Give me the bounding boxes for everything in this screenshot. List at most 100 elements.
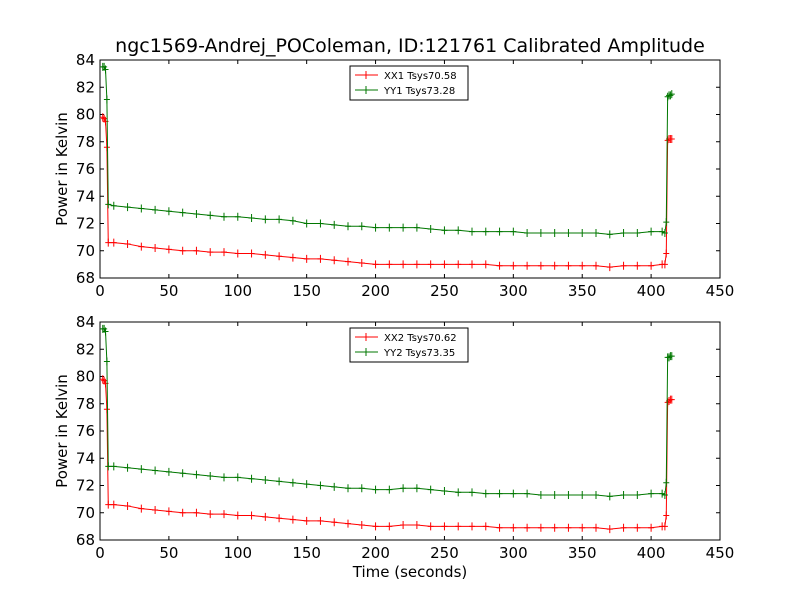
data-point [648, 261, 655, 270]
data-point [510, 261, 517, 270]
data-point [103, 405, 110, 414]
data-point [193, 209, 200, 218]
panels: 0 50 100 150 200 250 300 350 400 450 68 70 72 74 76 78 8… [53, 51, 734, 581]
data-point [345, 257, 351, 266]
x-tick-label: 150 [292, 544, 321, 562]
data-point [345, 222, 351, 231]
data-point [496, 227, 503, 236]
data-point [524, 489, 531, 498]
data-point [606, 492, 613, 501]
data-point [358, 521, 365, 530]
data-point [659, 227, 666, 236]
data-point [345, 519, 351, 528]
data-point [276, 514, 283, 523]
data-point [565, 229, 572, 238]
data-point [289, 216, 296, 225]
data-point [248, 249, 255, 258]
data-point [386, 522, 393, 531]
data-point [179, 469, 186, 478]
data-point [579, 261, 586, 270]
data-point [358, 259, 365, 268]
data-point [634, 491, 641, 500]
data-point [634, 523, 641, 532]
data-point [289, 253, 296, 262]
data-point [441, 260, 448, 269]
data-point [469, 522, 475, 531]
data-point [124, 203, 131, 212]
data-point [105, 200, 112, 209]
data-point [441, 226, 448, 235]
data-point [165, 207, 172, 216]
data-point [262, 250, 269, 259]
data-point [152, 205, 159, 214]
data-point [276, 252, 283, 261]
data-point [138, 204, 145, 213]
data-point [400, 223, 407, 232]
data-point [317, 481, 324, 490]
data-point [165, 467, 172, 476]
data-point [221, 248, 227, 257]
data-point [100, 375, 106, 384]
data-point [620, 523, 627, 532]
data-point [221, 510, 227, 519]
data-point [110, 201, 117, 210]
data-point [427, 260, 434, 269]
legend-box [349, 327, 469, 363]
data-point [565, 261, 572, 270]
data-point [303, 516, 310, 525]
data-point [413, 223, 420, 232]
legend-label: YY2 Tsys73.35 [383, 348, 455, 359]
data-point [648, 523, 655, 532]
data-point [606, 263, 613, 272]
data-point [537, 491, 544, 500]
y-tick-label: 84 [76, 313, 95, 331]
data-point [551, 523, 558, 532]
data-point [331, 256, 338, 265]
data-point [663, 218, 670, 227]
y-tick-label: 84 [76, 51, 95, 69]
data-point [620, 229, 627, 238]
x-tick-label: 250 [430, 282, 459, 300]
data-point [661, 491, 668, 500]
data-point [276, 477, 283, 486]
y-tick-label: 76 [76, 422, 95, 440]
data-point [386, 485, 393, 494]
data-point [372, 485, 379, 494]
data-point [152, 244, 159, 253]
data-point [110, 500, 117, 509]
data-point [427, 224, 434, 233]
data-point [193, 508, 200, 517]
data-point [358, 222, 365, 231]
y-tick-label: 80 [76, 106, 95, 124]
series-2 [100, 324, 675, 501]
data-point [179, 508, 186, 517]
legend-label: YY1 Tsys73.28 [383, 86, 455, 97]
data-point [441, 522, 448, 531]
data-point [124, 501, 131, 510]
data-point [110, 238, 117, 247]
legend: XX2 Tsys70.62 YY2 Tsys73.35 [349, 327, 469, 363]
legend-marker [363, 333, 369, 341]
x-tick-label: 450 [706, 544, 735, 562]
data-point [193, 246, 200, 255]
data-point [372, 260, 379, 269]
data-point [303, 219, 310, 228]
data-point [661, 260, 668, 269]
y-tick-label: 72 [76, 477, 95, 495]
data-point [496, 489, 503, 498]
chart-panel-2: 0 50 100 150 200 250 300 350 400 450 68 70 72 74 76 78 8… [53, 313, 734, 581]
data-point [663, 511, 670, 520]
data-point [413, 484, 420, 493]
data-point [207, 471, 214, 480]
data-point [303, 254, 310, 263]
data-point [668, 352, 675, 361]
data-point [103, 95, 110, 104]
data-point [668, 395, 675, 404]
data-point [606, 525, 613, 534]
x-tick-label: 350 [568, 544, 597, 562]
data-point [105, 462, 112, 471]
y-tick-label: 74 [76, 187, 95, 205]
data-point [661, 522, 668, 531]
data-point [413, 260, 420, 269]
data-point [105, 500, 112, 509]
